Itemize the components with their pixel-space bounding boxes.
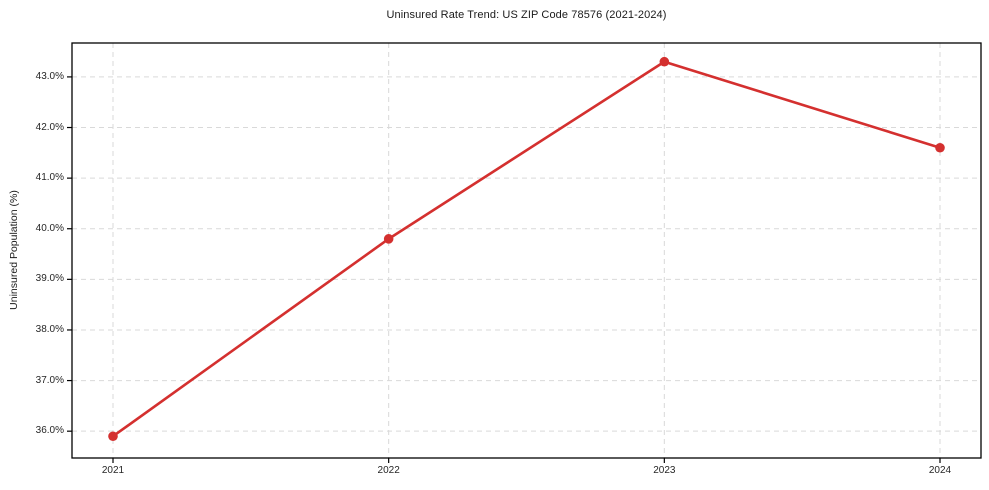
x-tick-label: 2024 <box>928 465 952 476</box>
plot-border <box>71 42 982 459</box>
data-point-marker <box>383 234 394 244</box>
y-tick-label: 38.0% <box>35 323 64 335</box>
y-tick-label: 40.0% <box>35 222 64 234</box>
y-tick-label: 42.0% <box>35 121 64 133</box>
data-point-marker <box>108 431 118 442</box>
trend-line <box>111 60 942 438</box>
y-tick-label: 43.0% <box>35 70 64 82</box>
x-tick-label: 2023 <box>653 465 676 476</box>
data-point-marker <box>935 142 945 153</box>
data-point-marker <box>659 56 670 67</box>
y-tick-label: 37.0% <box>35 374 64 386</box>
y-axis-label: Uninsured Population (%) <box>8 190 20 310</box>
chart-title: Uninsured Rate Trend: US ZIP Code 78576 … <box>386 9 667 21</box>
x-tick-label: 2022 <box>377 465 400 476</box>
y-tick-label: 39.0% <box>35 273 64 285</box>
x-tick-label: 2021 <box>101 465 125 476</box>
y-tick-label: 41.0% <box>35 172 64 184</box>
y-tick-label: 36.0% <box>35 425 64 437</box>
